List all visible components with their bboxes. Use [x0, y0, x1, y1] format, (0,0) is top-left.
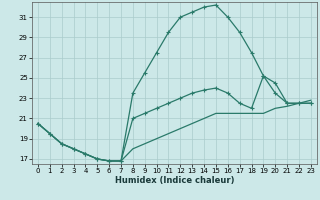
X-axis label: Humidex (Indice chaleur): Humidex (Indice chaleur)	[115, 176, 234, 185]
